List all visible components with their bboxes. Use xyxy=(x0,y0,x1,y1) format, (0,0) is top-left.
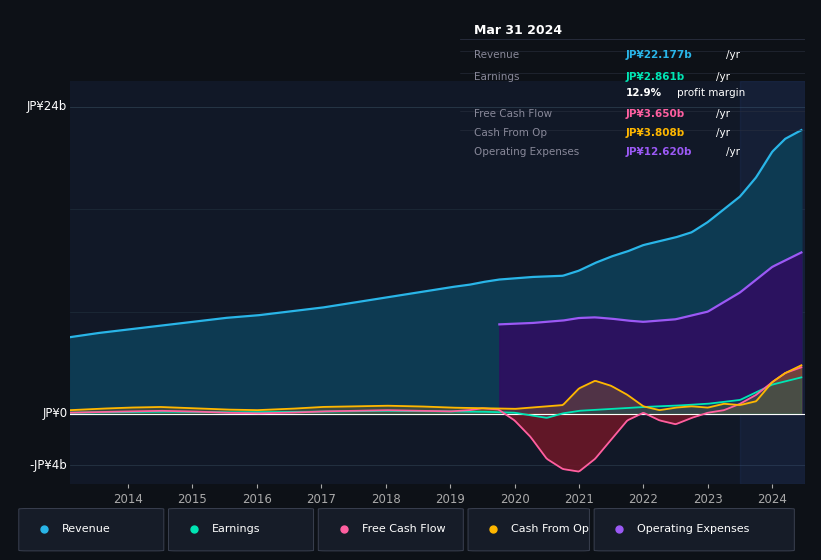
FancyBboxPatch shape xyxy=(319,508,463,551)
Text: JP¥12.620b: JP¥12.620b xyxy=(626,147,692,157)
Text: JP¥2.861b: JP¥2.861b xyxy=(626,72,685,82)
Text: Operating Expenses: Operating Expenses xyxy=(637,524,750,534)
Text: JP¥22.177b: JP¥22.177b xyxy=(626,50,692,60)
Text: /yr: /yr xyxy=(716,128,730,138)
Text: Earnings: Earnings xyxy=(474,72,520,82)
FancyBboxPatch shape xyxy=(594,508,795,551)
Text: Free Cash Flow: Free Cash Flow xyxy=(474,110,552,119)
Text: profit margin: profit margin xyxy=(677,88,745,98)
Text: Revenue: Revenue xyxy=(474,50,519,60)
Text: JP¥24b: JP¥24b xyxy=(27,100,67,113)
Text: JP¥3.650b: JP¥3.650b xyxy=(626,110,685,119)
Text: Operating Expenses: Operating Expenses xyxy=(474,147,579,157)
Text: Free Cash Flow: Free Cash Flow xyxy=(361,524,445,534)
Text: Cash From Op: Cash From Op xyxy=(511,524,589,534)
Text: Earnings: Earnings xyxy=(212,524,260,534)
Bar xyxy=(740,81,805,484)
Text: Cash From Op: Cash From Op xyxy=(474,128,547,138)
Text: /yr: /yr xyxy=(716,72,730,82)
Text: JP¥0: JP¥0 xyxy=(42,408,67,421)
Text: /yr: /yr xyxy=(716,110,730,119)
Text: /yr: /yr xyxy=(726,147,740,157)
FancyBboxPatch shape xyxy=(168,508,314,551)
Text: 12.9%: 12.9% xyxy=(626,88,662,98)
Text: JP¥3.808b: JP¥3.808b xyxy=(626,128,685,138)
Text: Revenue: Revenue xyxy=(62,524,111,534)
FancyBboxPatch shape xyxy=(468,508,589,551)
Text: -JP¥4b: -JP¥4b xyxy=(30,459,67,472)
FancyBboxPatch shape xyxy=(19,508,164,551)
Text: Mar 31 2024: Mar 31 2024 xyxy=(474,25,562,38)
Text: /yr: /yr xyxy=(726,50,740,60)
